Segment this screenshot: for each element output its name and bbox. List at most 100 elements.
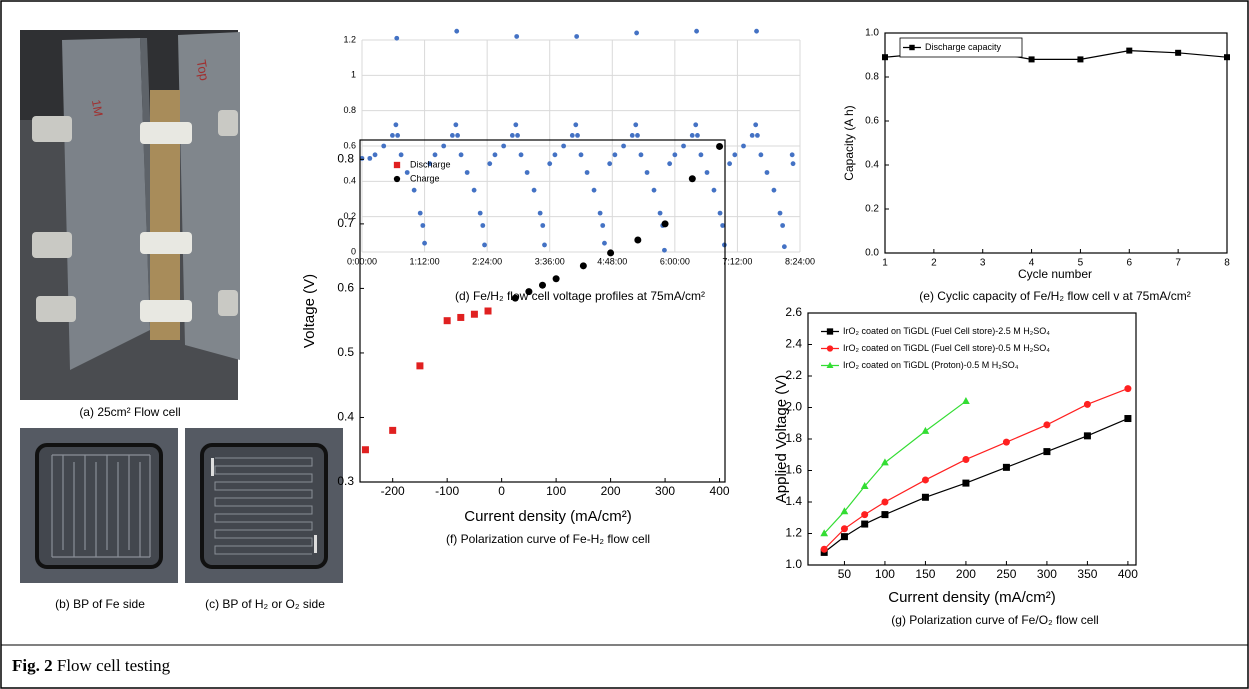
marker xyxy=(525,288,533,296)
x-tick-label: 4 xyxy=(1029,258,1035,269)
x-tick-label: 8 xyxy=(1224,258,1230,269)
x-tick-label: 4:48:00 xyxy=(597,256,627,266)
x-tick-label: 100 xyxy=(875,567,895,581)
y-tick-label: 0 xyxy=(351,246,356,256)
marker xyxy=(477,210,483,216)
marker xyxy=(416,362,424,370)
marker xyxy=(542,242,547,248)
marker xyxy=(758,152,764,158)
marker xyxy=(449,133,455,138)
chart-title: (f) Polarization curve of Fe-H₂ flow cel… xyxy=(446,532,650,546)
marker xyxy=(480,223,486,228)
marker xyxy=(840,525,848,533)
marker xyxy=(662,247,667,253)
legend-frame xyxy=(899,37,1023,58)
marker xyxy=(1175,49,1182,56)
marker xyxy=(1124,415,1132,423)
marker xyxy=(575,133,580,138)
marker xyxy=(420,223,426,228)
marker xyxy=(471,187,477,193)
marker xyxy=(393,122,399,128)
x-tick-label: 400 xyxy=(1118,567,1138,581)
marker xyxy=(720,223,726,228)
x-tick-label: 3 xyxy=(980,258,986,269)
marker xyxy=(651,187,657,193)
y-tick-label: 0.8 xyxy=(343,105,356,115)
chart-title: (d) Fe/H₂ flow cell voltage profiles at … xyxy=(455,289,705,303)
marker xyxy=(921,493,929,501)
y-tick-label: 0.2 xyxy=(343,211,356,221)
panel-caption: (b) BP of Fe side xyxy=(55,597,145,611)
legend-label: IrO₂ coated on TiGDL (Fuel Cell store)-0… xyxy=(843,343,1050,353)
plot-frame xyxy=(359,139,726,483)
y-tick-label: 0.6 xyxy=(865,116,879,127)
y-axis-label: Capacity (A h) xyxy=(842,105,856,180)
x-tick-label: 150 xyxy=(915,567,935,581)
marker xyxy=(464,170,470,175)
figure-caption: Fig. 2 Flow cell testing xyxy=(12,656,171,675)
legend-marker xyxy=(826,361,834,369)
y-tick-label: 0.4 xyxy=(343,176,356,186)
y-axis-label: Voltage (V) xyxy=(301,274,318,348)
marker xyxy=(882,54,888,61)
marker xyxy=(634,236,642,244)
y-tick-label: 0.4 xyxy=(337,410,354,424)
marker xyxy=(667,161,673,167)
marker xyxy=(398,152,404,158)
marker xyxy=(395,133,401,138)
marker xyxy=(629,133,635,138)
y-tick-label: 2.4 xyxy=(785,337,802,351)
marker xyxy=(607,249,615,257)
marker xyxy=(962,479,970,487)
marker xyxy=(427,161,433,167)
marker xyxy=(458,152,464,158)
figure-label: Fig. 2 xyxy=(12,656,53,675)
marker xyxy=(547,161,553,167)
y-tick-label: 0.4 xyxy=(865,160,879,171)
x-tick-label: 250 xyxy=(996,567,1016,581)
marker xyxy=(1002,438,1010,446)
marker xyxy=(689,133,695,138)
x-tick-label: 8:24:00 xyxy=(785,256,815,266)
marker xyxy=(492,152,498,158)
marker xyxy=(749,133,755,138)
plot-frame xyxy=(884,32,1228,254)
marker xyxy=(860,482,869,490)
legend-marker xyxy=(393,175,401,183)
photo-flow-cell: 1M Top xyxy=(20,30,240,400)
y-tick-label: 1.8 xyxy=(785,431,802,445)
panel-caption: (c) BP of H₂ or O₂ side xyxy=(205,597,325,611)
chart-title: (e) Cyclic capacity of Fe/H₂ flow cell v… xyxy=(919,289,1190,303)
marker xyxy=(372,152,378,158)
y-tick-label: 0.2 xyxy=(865,204,879,215)
y-tick-label: 0.5 xyxy=(337,345,354,359)
marker xyxy=(515,133,520,138)
marker xyxy=(881,498,889,506)
x-tick-label: 7:12:00 xyxy=(722,256,752,266)
marker xyxy=(693,122,699,128)
x-tick-label: 350 xyxy=(1077,567,1097,581)
y-tick-label: 1.0 xyxy=(785,557,802,571)
photo-bipolar-plate-fe xyxy=(20,428,178,583)
y-axis-label: Applied Voltage (V) xyxy=(773,375,790,503)
marker xyxy=(820,545,828,553)
y-tick-label: 2.6 xyxy=(785,305,802,319)
marker xyxy=(552,152,558,158)
marker xyxy=(584,170,590,175)
marker xyxy=(704,170,710,175)
marker xyxy=(552,275,560,283)
marker xyxy=(513,122,519,128)
marker xyxy=(962,455,970,463)
marker xyxy=(457,313,465,321)
panel-caption: (a) 25cm² Flow cell xyxy=(79,405,180,419)
marker xyxy=(1083,400,1091,408)
marker xyxy=(695,133,700,138)
series-line xyxy=(823,400,967,534)
marker xyxy=(741,143,746,149)
x-tick-label: 0 xyxy=(498,484,505,498)
x-tick-label: 200 xyxy=(601,484,621,498)
marker xyxy=(514,34,520,39)
marker xyxy=(681,143,686,149)
marker xyxy=(717,210,723,216)
